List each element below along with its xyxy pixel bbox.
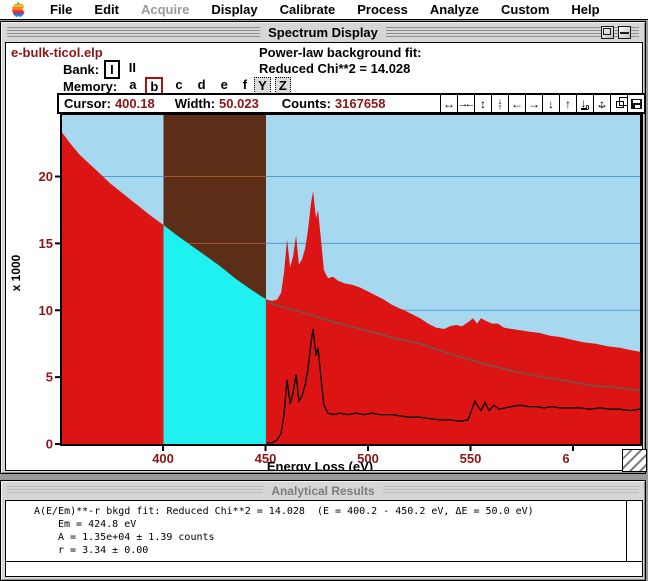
x-tick-label: 400 [152, 451, 174, 466]
spectrum-plot[interactable]: 400 450 500 550 6 0 5 10 15 20 Energy Loss (eV) x 1… [5, 113, 643, 471]
expand-vertical-button[interactable]: ↕ [474, 95, 491, 112]
spectrum-window-content: e-bulk-ticol.elp Power-law background fi… [5, 42, 647, 472]
width-label: Width: [174, 96, 216, 111]
bank-option-I[interactable]: I [104, 60, 120, 79]
spectrum-display-window: Spectrum Display e-bulk-ticol.elp Power-… [0, 21, 647, 474]
x-tick-label: 500 [357, 451, 379, 466]
bank-option-II[interactable]: II [128, 60, 136, 75]
memory-option-e[interactable]: e [220, 77, 228, 92]
scroll-down-button[interactable]: ↓ [542, 95, 559, 112]
plot-frame [60, 113, 642, 446]
results-bottom-divider [6, 561, 642, 562]
x-axis-title: Energy Loss (eV) [267, 459, 373, 471]
counts-value: 3167658 [334, 96, 386, 111]
shrink-vertical-button[interactable]: ↓ ↑ [491, 95, 508, 112]
fit-heading: Power-law background fit: [259, 45, 422, 60]
y-tick-label: 5 [46, 370, 53, 385]
collapse-box-icon[interactable] [618, 26, 631, 39]
results-content: A(E/Em)**-r bkgd fit: Reduced Chi**2 = 1… [5, 500, 643, 577]
results-line: A(E/Em)**-r bkgd fit: Reduced Chi**2 = 1… [34, 506, 534, 517]
memory-option-f[interactable]: f [242, 77, 248, 92]
menu-calibrate[interactable]: Calibrate [279, 2, 336, 17]
results-line: A = 1.35e+04 ± 1.39 counts [58, 532, 215, 543]
save-display-button[interactable] [627, 95, 644, 112]
menu-edit[interactable]: Edit [94, 2, 119, 17]
y-tick-label: 20 [39, 169, 53, 184]
memory-label: Memory: [63, 79, 118, 94]
expand-horizontal-button[interactable]: ↔ [440, 95, 457, 112]
pan-button[interactable]: ↔ ↕ [593, 95, 610, 112]
spectrum-window-titlebar[interactable]: Spectrum Display [2, 23, 644, 42]
power-law-fit-line [266, 301, 641, 392]
menu-analyze[interactable]: Analyze [429, 2, 479, 17]
status-bar: Cursor: 400.18 Width: 50.023 Counts: 316… [57, 93, 646, 114]
y-tick-label: 0 [46, 437, 53, 452]
zero-baseline-button[interactable]: ↓ 0 [576, 95, 593, 112]
y-tick-label: 10 [39, 303, 53, 318]
results-scroll-divider[interactable] [626, 501, 627, 561]
menu-help[interactable]: Help [571, 2, 600, 17]
scroll-up-button[interactable]: ↑ [559, 95, 576, 112]
x-tick-label: 6 [562, 451, 569, 466]
results-window-title: Analytical Results [263, 483, 383, 498]
apple-menu-icon[interactable] [12, 2, 25, 17]
scroll-left-button[interactable]: ← [508, 95, 525, 112]
menu-acquire: Acquire [140, 2, 190, 17]
results-window-titlebar[interactable]: Analytical Results [2, 482, 644, 499]
scroll-right-button[interactable]: → [525, 95, 542, 112]
fit-result: Reduced Chi**2 = 14.028 [259, 61, 411, 76]
menu-bar: File Edit Acquire Display Calibrate Process An… [0, 0, 648, 20]
x-tick-label: 550 [460, 451, 482, 466]
x-tick-label: 450 [255, 451, 277, 466]
cursor-value: 400.18 [114, 96, 155, 111]
results-line: Em = 424.8 eV [58, 519, 137, 530]
resize-grip-icon[interactable] [622, 449, 647, 472]
results-line: r = 3.34 ± 0.00 [58, 545, 149, 556]
menu-process[interactable]: Process [357, 2, 408, 17]
memory-option-d[interactable]: d [197, 77, 206, 92]
menu-file[interactable]: File [50, 2, 73, 17]
memory-option-a[interactable]: a [129, 77, 137, 92]
save-icon [630, 98, 642, 109]
cursor-label: Cursor: [64, 96, 111, 111]
y-axis-title: x 1000 [9, 254, 23, 291]
width-value: 50.023 [219, 96, 259, 111]
window-title: Spectrum Display [260, 25, 386, 40]
bank-selector: Bank: I II [63, 60, 140, 79]
signal-line [267, 328, 641, 444]
shrink-horizontal-button[interactable]: →← [457, 95, 476, 112]
counts-label: Counts: [281, 96, 331, 111]
memory-option-c[interactable]: c [175, 77, 183, 92]
zoom-box-icon[interactable] [601, 26, 614, 39]
bank-label: Bank: [63, 62, 100, 77]
selection-area-under-curve[interactable] [163, 225, 266, 444]
y-tick-label: 15 [39, 236, 53, 251]
analytical-results-window: Analytical Results A(E/Em)**-r bkgd fit:… [0, 480, 646, 581]
menu-custom[interactable]: Custom [501, 2, 550, 17]
duplicate-icon [616, 97, 629, 108]
duplicate-display-button[interactable] [610, 95, 629, 112]
menu-display[interactable]: Display [211, 2, 258, 17]
spectrum-file-name: e-bulk-ticol.elp [11, 45, 103, 60]
